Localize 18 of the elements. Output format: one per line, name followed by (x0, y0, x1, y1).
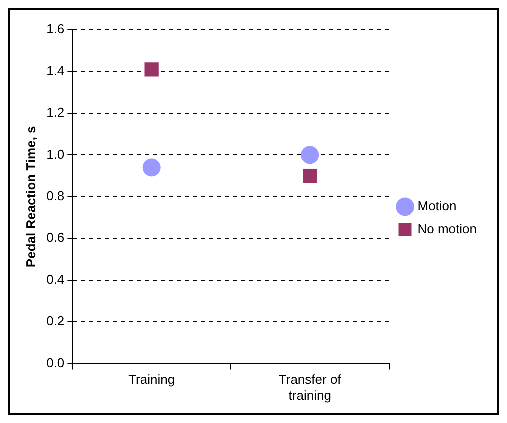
y-tick-label: 1.0 (46, 146, 65, 162)
legend-label: No motion (418, 222, 477, 237)
y-tick-label: 0.8 (46, 188, 65, 204)
y-tick-label: 0.4 (46, 272, 65, 287)
legend-label: Motion (418, 198, 457, 214)
y-tick-label: 0.6 (46, 230, 65, 246)
y-axis-title: Pedal Reaction Time, s (23, 126, 38, 268)
point (301, 146, 320, 164)
point (142, 158, 161, 177)
y-tick-label: 1.4 (46, 63, 65, 78)
y-tick-label: 1.6 (46, 22, 65, 37)
x-tick-label: Transfer of training (278, 372, 342, 403)
y-tick-label: 0.0 (46, 355, 65, 370)
y-tick-label: 0.2 (46, 314, 65, 329)
y-tick-label: 1.2 (46, 105, 65, 120)
x-tick-label: Training (128, 372, 176, 388)
point (303, 168, 318, 184)
point (144, 62, 159, 77)
